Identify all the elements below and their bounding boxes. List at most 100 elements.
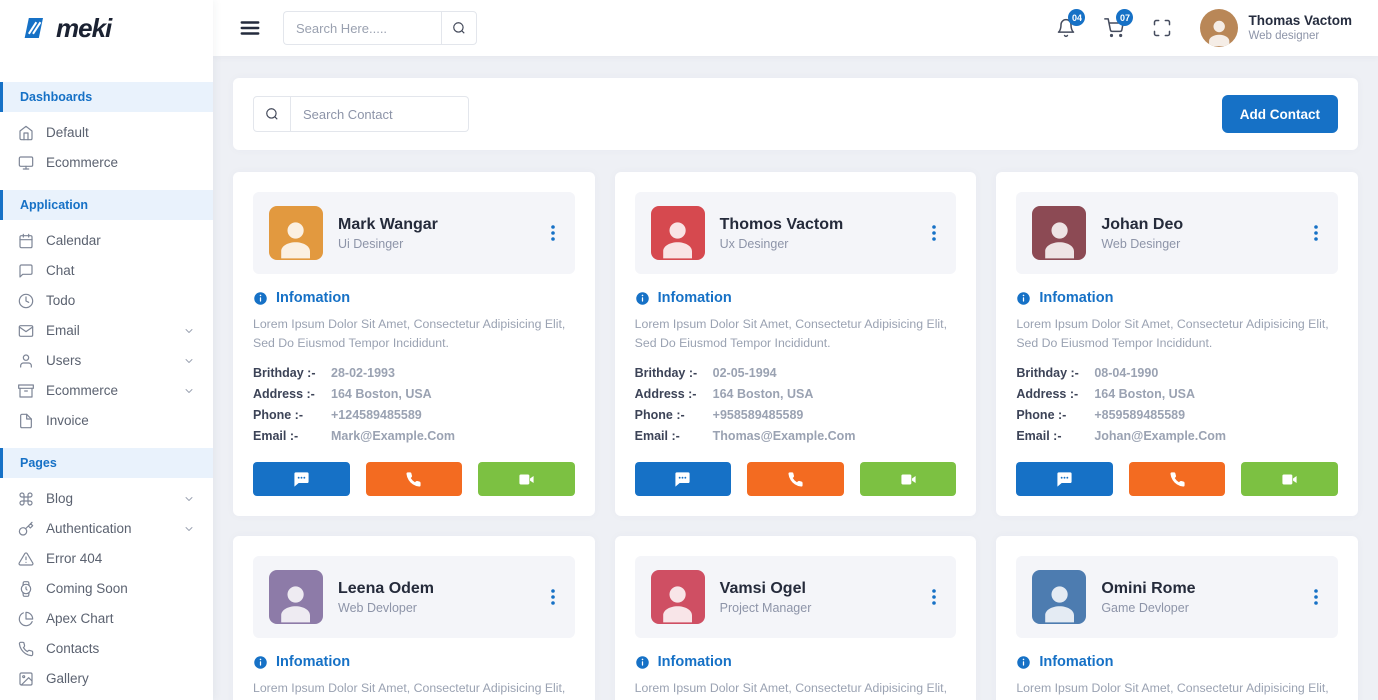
info-heading-label: Infomation bbox=[657, 654, 732, 671]
key-icon bbox=[18, 521, 34, 536]
fullscreen-button[interactable] bbox=[1152, 18, 1172, 38]
nav-section-pages: Pages bbox=[0, 448, 213, 478]
contact-search-input[interactable] bbox=[291, 96, 469, 132]
contact-info-text: Lorem Ipsum Dolor Sit Amet, Consectetur … bbox=[1016, 317, 1329, 351]
sidebar-item-apex-chart[interactable]: Apex Chart bbox=[0, 604, 213, 634]
card-menu-button[interactable] bbox=[1310, 585, 1322, 609]
contact-avatar bbox=[650, 570, 705, 625]
kebab-menu-icon bbox=[932, 589, 937, 605]
brand-logo[interactable]: meki bbox=[0, 0, 213, 56]
sidebar-item-error-404[interactable]: Error 404 bbox=[0, 544, 213, 574]
contact-info-text: Lorem Ipsum Dolor Sit Amet, Consectetur … bbox=[253, 681, 566, 696]
card-menu-button[interactable] bbox=[547, 221, 559, 245]
video-call-button[interactable] bbox=[859, 462, 957, 497]
add-contact-button[interactable]: Add Contact bbox=[1221, 95, 1338, 133]
email-value: Johan@Example.Com bbox=[1094, 429, 1226, 444]
call-button[interactable] bbox=[365, 462, 463, 497]
card-menu-button[interactable] bbox=[928, 221, 940, 245]
cart-icon bbox=[1104, 18, 1125, 38]
sidebar-item-email[interactable]: Email bbox=[0, 316, 213, 346]
card-menu-button[interactable] bbox=[547, 585, 559, 609]
sidebar-item-label: Calendar bbox=[46, 233, 101, 248]
sidebar-item-chat[interactable]: Chat bbox=[0, 256, 213, 286]
nav-section-application: Application bbox=[0, 190, 213, 220]
info-icon bbox=[1017, 655, 1031, 669]
phone-value: +859589485589 bbox=[1094, 408, 1186, 423]
message-button[interactable] bbox=[634, 462, 732, 497]
cart-button[interactable]: 07 bbox=[1104, 9, 1134, 38]
person-silhouette-icon bbox=[1044, 222, 1074, 259]
info-heading: Infomation bbox=[1016, 654, 1338, 670]
sidebar-item-ecommerce-app[interactable]: Ecommerce bbox=[0, 376, 213, 406]
email-label: Email :- bbox=[634, 429, 680, 444]
contact-card-header: Thomos Vactom Ux Desinger bbox=[634, 192, 957, 274]
person-silhouette-icon bbox=[663, 586, 693, 623]
birthday-value: 02-05-1994 bbox=[712, 366, 777, 381]
contact-search-button[interactable] bbox=[253, 96, 291, 132]
contact-role: Ux Desinger bbox=[719, 236, 789, 251]
sidebar-item-blog[interactable]: Blog bbox=[0, 484, 213, 514]
message-button[interactable] bbox=[253, 462, 350, 497]
phone-icon bbox=[1170, 472, 1185, 487]
header-search-button[interactable] bbox=[441, 11, 477, 45]
sidebar-item-label: Ecommerce bbox=[46, 155, 119, 170]
clock-icon bbox=[18, 293, 34, 309]
sidebar-item-coming-soon[interactable]: Coming Soon bbox=[0, 574, 213, 604]
maximize-icon bbox=[1154, 19, 1171, 37]
contact-name: Thomos Vactom bbox=[719, 215, 844, 233]
call-button[interactable] bbox=[1128, 462, 1226, 497]
chat-icon bbox=[19, 264, 33, 278]
message-button[interactable] bbox=[1016, 462, 1113, 497]
user-menu[interactable]: Thomas Vactom Web designer bbox=[1200, 9, 1352, 47]
phone-value: +124589485589 bbox=[331, 408, 422, 423]
address-value: 164 Boston, USA bbox=[1094, 387, 1196, 402]
sidebar-item-users[interactable]: Users bbox=[0, 346, 213, 376]
sidebar-item-contacts[interactable]: Contacts bbox=[0, 634, 213, 664]
contact-info-text: Lorem Ipsum Dolor Sit Amet, Consectetur … bbox=[634, 681, 947, 696]
sidebar-item-authentication[interactable]: Authentication bbox=[0, 514, 213, 544]
contact-name: Leena Odem bbox=[338, 579, 435, 597]
notifications-button[interactable]: 04 bbox=[1056, 9, 1086, 38]
info-heading: Infomation bbox=[1016, 290, 1338, 306]
cart-badge: 07 bbox=[1116, 9, 1134, 26]
header-search-input[interactable] bbox=[283, 11, 441, 45]
menu-toggle-button[interactable] bbox=[239, 17, 261, 39]
kebab-menu-icon bbox=[550, 225, 555, 241]
video-call-button[interactable] bbox=[478, 462, 575, 497]
sidebar-item-calendar[interactable]: Calendar bbox=[0, 226, 213, 256]
video-call-button[interactable] bbox=[1241, 462, 1338, 497]
card-menu-button[interactable] bbox=[928, 585, 940, 609]
sidebar-item-todo[interactable]: Todo bbox=[0, 286, 213, 316]
pie-chart-icon bbox=[18, 611, 34, 627]
address-label: Address :- bbox=[1016, 387, 1079, 402]
info-heading-label: Infomation bbox=[276, 290, 351, 306]
sidebar: meki Dashboards Default Ecommerce Applic… bbox=[0, 0, 213, 700]
contact-card: Leena Odem Web Devloper Infomation Lorem… bbox=[233, 536, 595, 700]
alert-triangle-icon bbox=[18, 552, 34, 566]
sidebar-item-invoice[interactable]: Invoice bbox=[0, 406, 213, 436]
bell-icon bbox=[1058, 18, 1075, 38]
chevron-down-icon bbox=[185, 329, 193, 333]
topbar: 04 07 Thomas Vactom Web designer bbox=[213, 0, 1378, 56]
call-button[interactable] bbox=[747, 462, 844, 497]
info-heading: Infomation bbox=[253, 290, 575, 306]
brand-name: meki bbox=[56, 12, 112, 43]
contacts-toolbar: Add Contact bbox=[233, 78, 1358, 150]
person-silhouette-icon bbox=[1209, 20, 1230, 46]
sidebar-item-label: Gallery bbox=[46, 671, 89, 686]
contact-card-header: Mark Wangar Ui Desinger bbox=[253, 192, 575, 274]
info-heading: Infomation bbox=[635, 290, 957, 306]
email-value: Thomas@Example.Com bbox=[712, 429, 856, 444]
contact-avatar bbox=[269, 206, 323, 260]
sidebar-item-ecommerce[interactable]: Ecommerce bbox=[0, 148, 213, 178]
info-icon bbox=[635, 291, 649, 305]
sidebar-item-label: Default bbox=[46, 125, 89, 140]
card-menu-button[interactable] bbox=[1310, 221, 1322, 245]
sidebar-item-default[interactable]: Default bbox=[0, 118, 213, 148]
sidebar-item-label: Users bbox=[46, 353, 82, 368]
contact-role: Web Devloper bbox=[338, 600, 417, 615]
chat-bubble-icon bbox=[675, 472, 691, 487]
email-label: Email :- bbox=[253, 429, 299, 444]
address-value: 164 Boston, USA bbox=[712, 387, 814, 402]
sidebar-item-gallery[interactable]: Gallery bbox=[0, 664, 213, 694]
